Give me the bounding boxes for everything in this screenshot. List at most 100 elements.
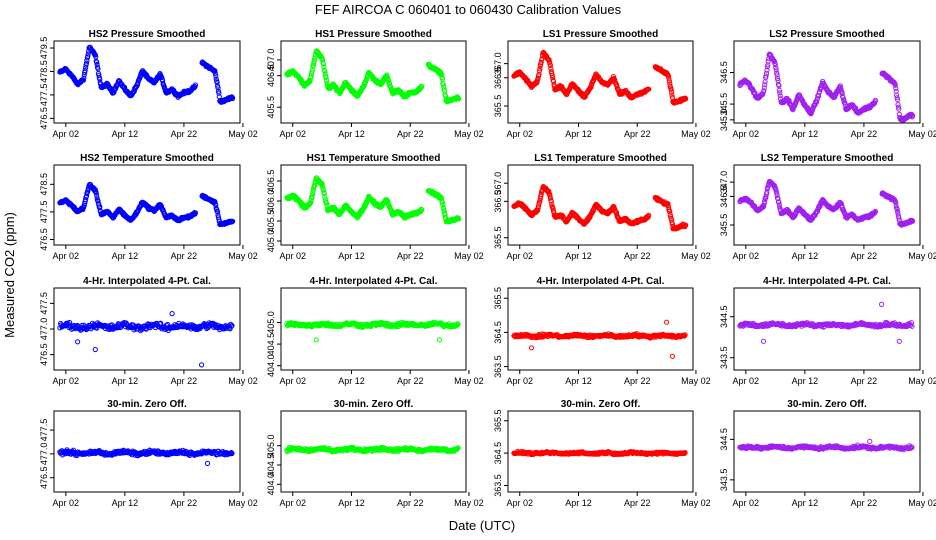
panel-14: 30-min. Zero Off.Apr 02 Apr 12 Apr 22 May 0… (266, 399, 484, 508)
panel-title: HS1 Temperature Smoothed (307, 153, 441, 164)
panel-title: 4-Hr. Interpolated 4-Pt. Cal. (763, 276, 891, 287)
data-point (765, 58, 771, 64)
data-point (192, 210, 198, 216)
data-point (908, 322, 914, 328)
x-tick-label: Apr 02 (506, 251, 533, 261)
data-point (199, 362, 205, 368)
data-point (85, 51, 91, 57)
x-tick-label: Apr 12 (565, 498, 592, 508)
data-point (840, 94, 846, 101)
y-tick-label: 346.5 (719, 61, 729, 84)
data-point (763, 73, 769, 79)
data-point (439, 199, 445, 205)
data-point (82, 67, 88, 74)
panel-title: LS2 Temperature Smoothed (761, 153, 894, 164)
data-points (57, 447, 235, 466)
panel-title: 4-Hr. Interpolated 4-Pt. Cal. (310, 276, 438, 287)
x-tick-label: Apr 02 (733, 376, 760, 386)
figure-title: FEF AIRCOA C 060401 to 060430 Calibratio… (315, 2, 622, 17)
data-point (309, 194, 315, 200)
data-point (83, 60, 90, 66)
data-point (777, 90, 783, 96)
x-tick-label: Apr 12 (565, 376, 592, 386)
data-point (895, 208, 901, 214)
data-point (229, 450, 235, 457)
y-tick-label: 477.5 (39, 84, 49, 107)
x-tick-label: Apr 22 (624, 376, 651, 386)
x-tick-label: May 02 (681, 498, 711, 508)
data-point (772, 61, 778, 68)
panel-9: 4-Hr. Interpolated 4-Pt. Cal. Apr 02 Apr 1… (39, 276, 258, 386)
x-tick-label: Apr 02 (506, 376, 533, 386)
data-point (308, 199, 314, 206)
data-point (308, 74, 314, 80)
data-points (737, 178, 916, 228)
y-tick-label: 367.0 (493, 172, 503, 195)
x-tick-label: Apr 12 (112, 376, 139, 386)
y-tick-label: 363.5 (493, 474, 503, 497)
x-tick-label: Apr 12 (112, 498, 139, 508)
data-point (216, 90, 222, 96)
x-tick-label: Apr 22 (397, 498, 424, 508)
data-point (212, 70, 218, 77)
data-points (511, 448, 688, 458)
data-point (456, 96, 462, 102)
data-point (455, 321, 461, 327)
data-point (774, 190, 780, 196)
data-point (437, 337, 443, 343)
data-points (511, 184, 689, 232)
panel-title: LS1 Temperature Smoothed (534, 153, 667, 164)
x-tick-label: May 02 (454, 129, 484, 139)
y-tick-label: 405.5 (266, 210, 276, 233)
data-point (94, 192, 100, 198)
y-tick-label: 476.5 (39, 107, 49, 130)
data-point (75, 339, 81, 345)
data-point (439, 76, 445, 82)
x-tick-label: Apr 02 (506, 129, 533, 139)
data-point (312, 182, 318, 188)
x-tick-label: Apr 12 (112, 251, 139, 261)
x-tick-label: Apr 02 (506, 498, 533, 508)
data-point (419, 84, 425, 90)
data-point (763, 70, 770, 77)
data-point (774, 70, 780, 76)
x-tick-label: Apr 12 (565, 251, 592, 261)
data-point (773, 67, 779, 73)
x-tick-label: Apr 02 (53, 376, 80, 386)
data-point (364, 76, 370, 82)
data-point (682, 332, 688, 338)
panel-title: 4-Hr. Interpolated 4-Pt. Cal. (83, 276, 211, 287)
data-point (307, 78, 313, 84)
plot-frame (733, 40, 921, 124)
data-point (774, 72, 780, 78)
y-tick-label: 477.5 (39, 419, 49, 442)
panel-title: LS1 Pressure Smoothed (543, 29, 659, 40)
data-points (284, 319, 461, 343)
data-point (896, 338, 902, 344)
data-point (895, 97, 901, 103)
x-tick-label: May 02 (908, 129, 936, 139)
data-point (669, 353, 676, 359)
plot-frame (733, 287, 921, 371)
data-point (309, 69, 315, 75)
y-tick-label: 364.5 (493, 321, 503, 344)
data-point (764, 67, 770, 73)
data-point (212, 68, 218, 74)
y-tick-label: 364.5 (493, 442, 503, 465)
data-point (384, 72, 390, 78)
y-tick-label: 407.0 (266, 49, 276, 72)
data-point (214, 79, 220, 86)
data-point (92, 346, 98, 353)
x-tick-label: May 02 (454, 498, 484, 508)
x-tick-label: Apr 22 (397, 376, 424, 386)
data-points (284, 444, 461, 455)
data-points (737, 51, 916, 123)
data-point (320, 187, 326, 193)
data-points (57, 311, 235, 368)
y-tick-label: 406.5 (266, 64, 276, 87)
data-points (57, 181, 236, 227)
data-point (664, 319, 670, 325)
data-point (385, 198, 391, 204)
